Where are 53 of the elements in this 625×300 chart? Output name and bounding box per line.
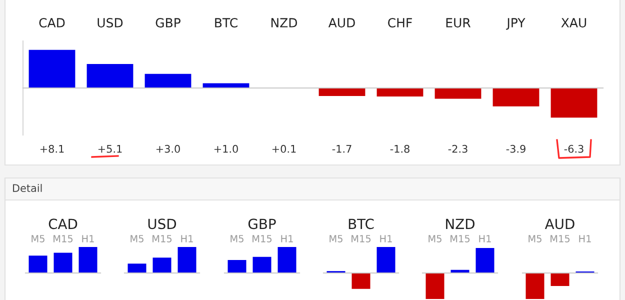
x-tick-label: M15 [252,235,272,242]
bar [434,88,482,99]
x-tick-label: M15 [54,235,73,242]
data-label: -1.7 [332,145,352,153]
data-label: +0.1 [272,144,296,153]
bar [318,88,366,96]
chart-title: USD [148,218,176,230]
bar [144,74,192,88]
x-tick-label: H1 [281,235,293,242]
data-label: +1.0 [214,144,238,153]
data-label: -3.9 [506,144,526,153]
x-tick-label: M5 [330,235,342,242]
x-tick-label: EUR [446,18,471,28]
bar [28,50,76,88]
chart-title: BTC [348,218,374,230]
x-tick-label: M15 [352,235,371,242]
x-tick-label: USD [98,18,123,28]
bar [492,88,540,106]
x-tick-label: H1 [82,235,94,242]
data-label: -2.3 [448,144,468,153]
bar [550,88,598,118]
x-tick-label: M15 [550,235,570,242]
x-tick-label: M15 [450,235,470,242]
text: Detail [13,184,42,192]
data-label: -6.3 [564,144,584,153]
x-tick-label: M5 [32,235,44,242]
data-label: +8.1 [40,144,64,153]
x-tick-label: H1 [579,235,591,242]
x-tick-label: BTC [215,18,238,28]
data-label: +5.1 [98,145,122,153]
chart-title: GBP [248,218,276,230]
x-tick-label: XAU [561,18,586,28]
x-tick-label: H1 [380,235,392,242]
data-label: -1.8 [390,144,410,153]
x-tick-label: JPY [506,18,526,30]
x-tick-label: CHF [388,18,412,28]
data-label: +3.0 [156,144,180,153]
chart-title: NZD [446,218,474,229]
bar [86,64,134,88]
x-tick-label: NZD [271,18,298,28]
x-tick-label: H1 [181,235,193,242]
x-tick-label: M15 [152,235,172,242]
x-tick-label: GBP [156,18,180,28]
bar [376,88,424,96]
x-tick-label: CAD [39,18,65,28]
x-tick-label: M5 [528,235,542,242]
x-tick-label: AUD [328,18,355,28]
x-tick-label: M5 [428,235,442,242]
chart-title: AUD [544,218,574,230]
x-tick-label: H1 [479,235,491,242]
chart-title: CAD [48,218,78,230]
x-tick-label: M5 [230,235,244,242]
x-tick-label: M5 [130,235,144,242]
